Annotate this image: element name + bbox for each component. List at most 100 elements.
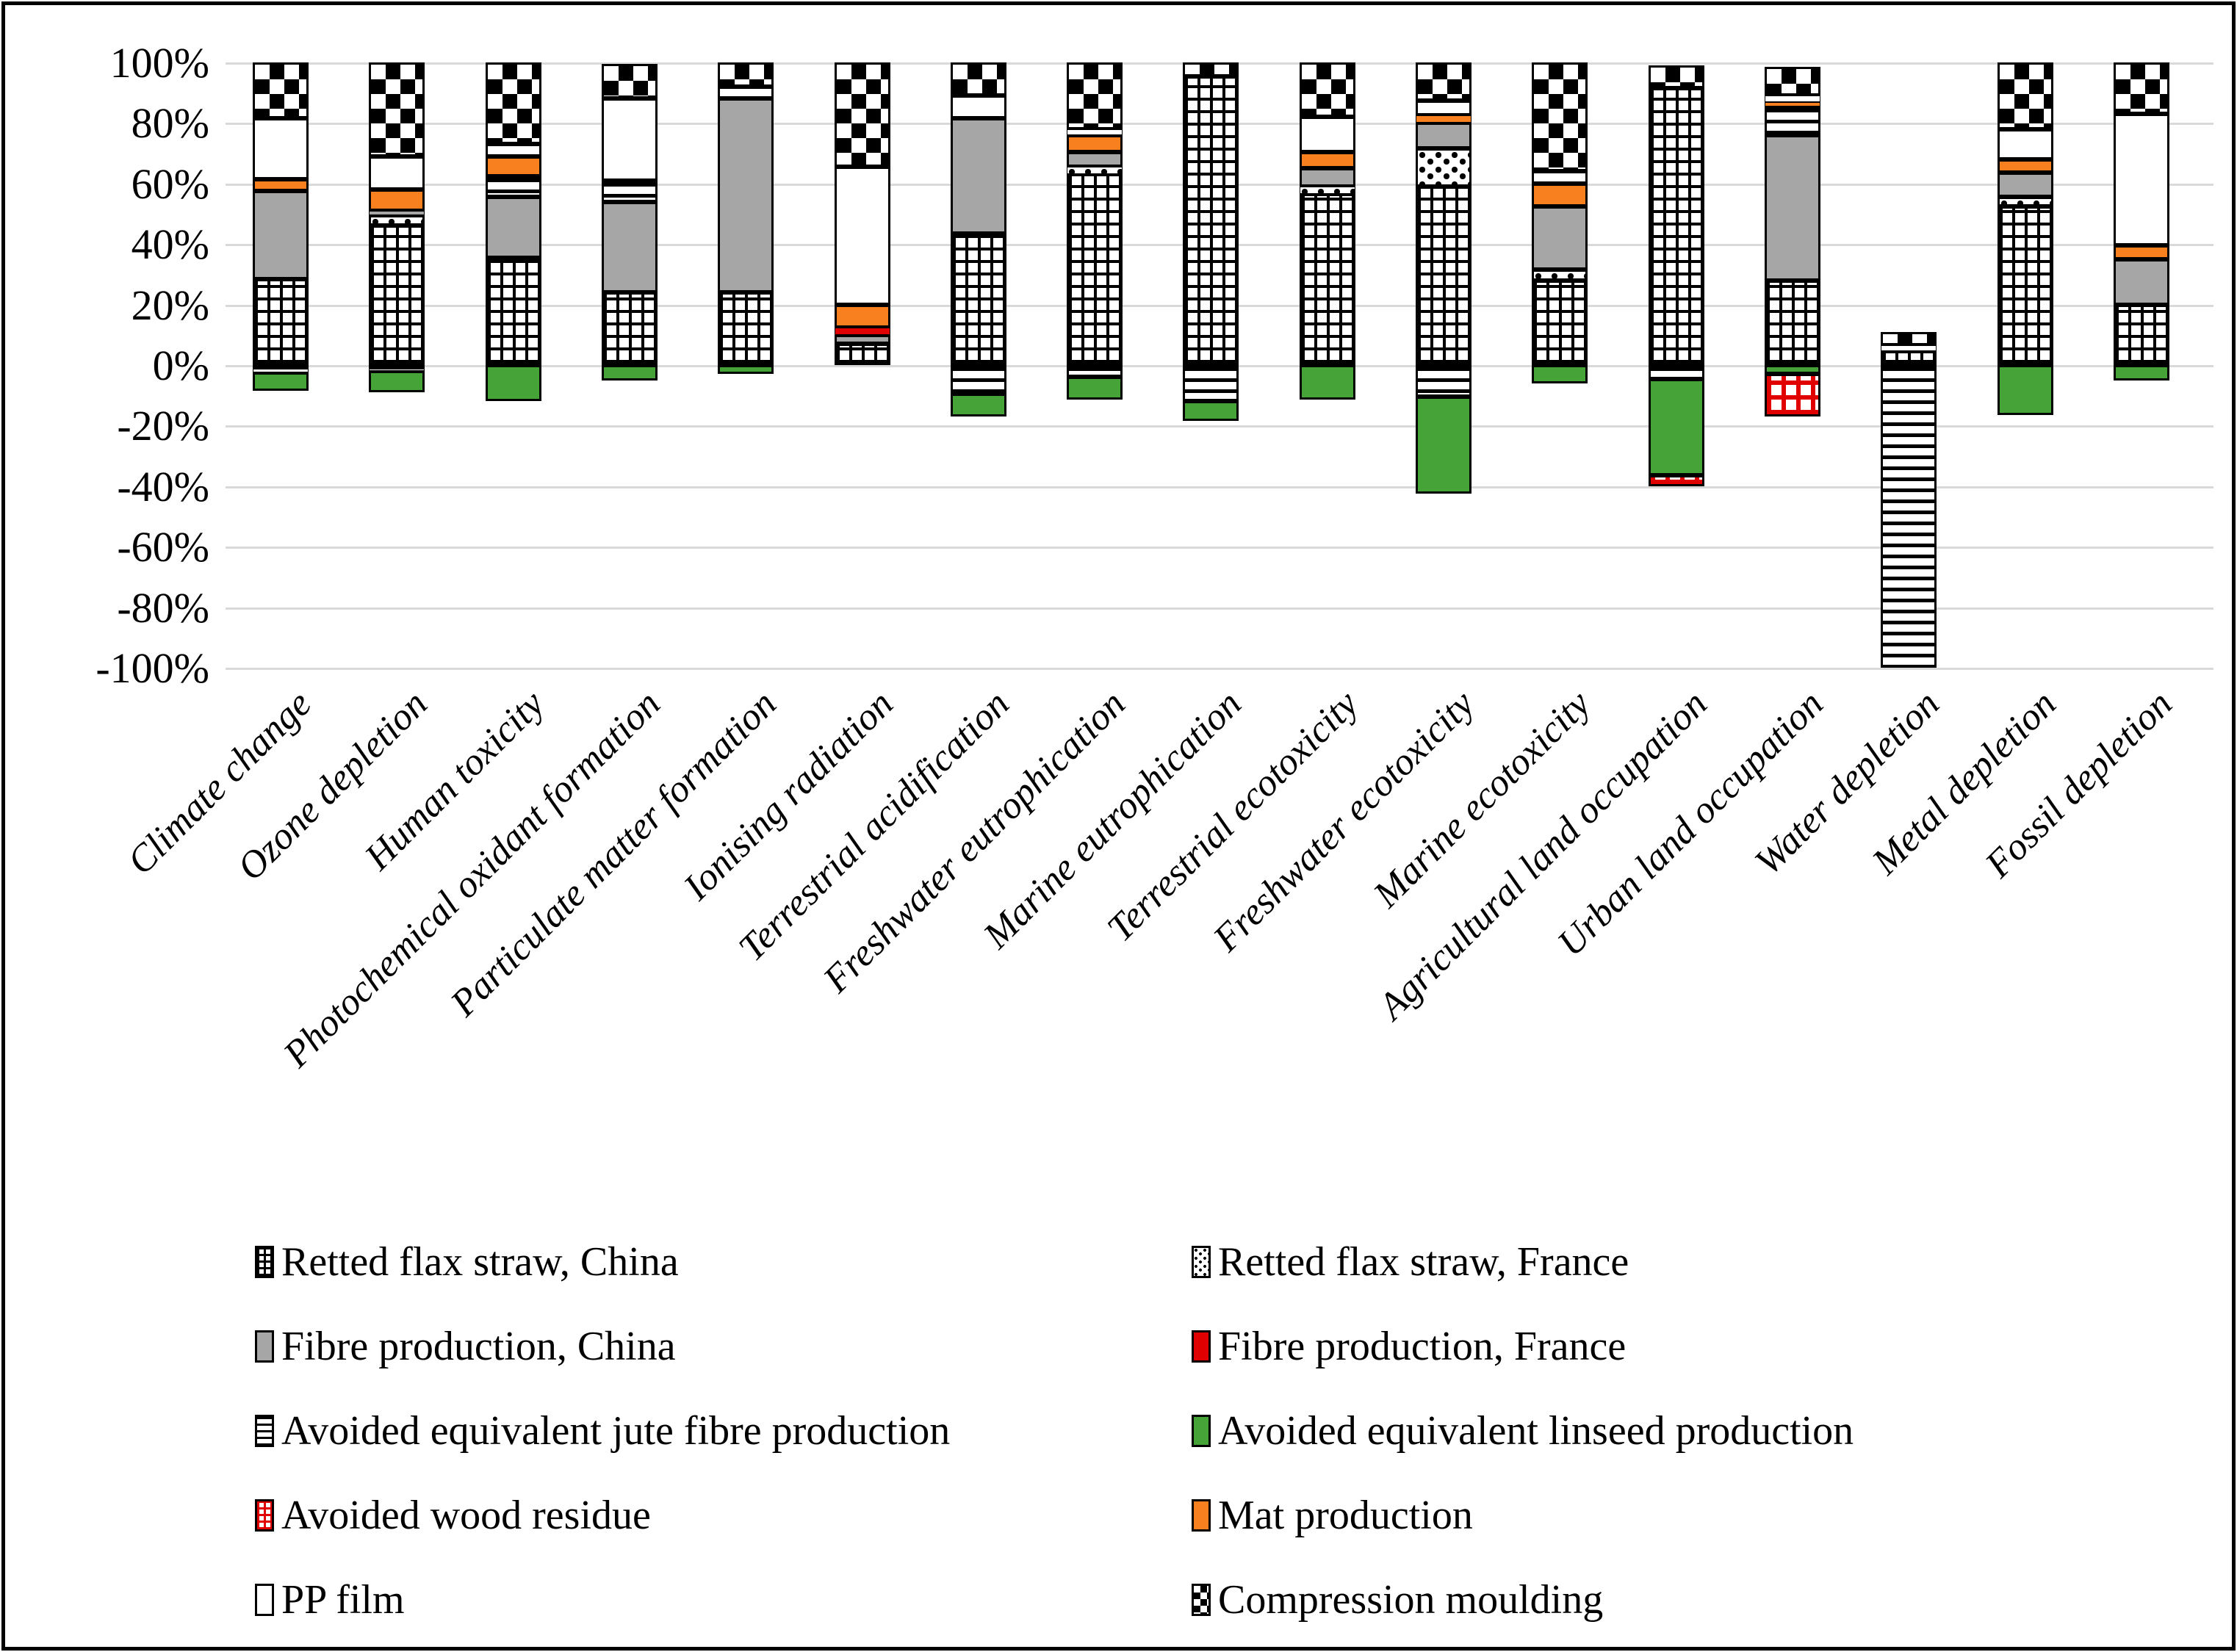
y-tick-label: -20% [117,402,209,450]
legend-swatch-avoided-wood-residue [255,1499,274,1532]
segment-mat-production [369,190,425,211]
segment-retted-flax-straw-france [1300,187,1355,194]
segment-mat-production [1998,159,2053,173]
segment-avoided-equivalent-jute-fibre-production [1881,365,1937,668]
segment-avoided-equivalent-linseed-production [369,371,425,392]
segment-fibre-production-france [835,328,890,335]
segment-fibre-production-china [835,335,890,344]
segment-mat-production [253,179,309,191]
legend-swatch-retted-flax-straw-france [1192,1246,1211,1278]
gridline--100 [226,668,2213,670]
segment-avoided-equivalent-jute-fibre-production [1416,365,1471,397]
segment-avoided-equivalent-linseed-production [1532,365,1588,383]
segment-avoided-equivalent-jute-fibre-production [1183,365,1239,401]
segment-retted-flax-straw-china [1998,206,2053,365]
legend-label: Retted flax straw, France [1218,1239,1629,1285]
gridline--20 [226,425,2213,428]
segment-compression-moulding [1998,62,2053,129]
segment-retted-flax-straw-france [1532,270,1588,281]
segment-compression-moulding [835,62,890,167]
legend-label: Fibre production, China [281,1324,676,1369]
segment-fibre-production-china [1416,123,1471,148]
legend-swatch-compression-moulding [1192,1584,1211,1616]
legend-item-fibre-production-france: Fibre production, France [1192,1325,1626,1368]
segment-pp-film [369,156,425,190]
legend-swatch-retted-flax-straw-china [255,1246,274,1278]
segment-avoided-equivalent-linseed-production [1416,397,1471,494]
segment-pp-film [1416,101,1471,115]
segment-pp-film [718,87,774,98]
segment-avoided-equivalent-jute-fibre-production [1067,365,1123,377]
segment-mat-production [1416,115,1471,123]
segment-compression-moulding [1300,62,1355,117]
segment-mat-production [1532,184,1588,206]
y-tick-label: 20% [131,281,209,329]
legend-label: Fibre production, France [1218,1324,1627,1369]
segment-avoided-equivalent-jute-fibre-production [951,365,1006,394]
segment-retted-flax-straw-china [253,279,309,365]
segment-avoided-equivalent-linseed-production [1067,377,1123,400]
segment-mat-production [2114,245,2169,259]
segment-fibre-production-china [718,98,774,292]
segment-retted-flax-straw-china [835,344,890,365]
y-tick-label: 40% [131,220,209,268]
segment-fibre-production-china [369,211,425,215]
segment-avoided-equivalent-linseed-production [951,394,1006,416]
segment-retted-flax-straw-china [1881,351,1937,365]
legend-swatch-avoided-equivalent-linseed-production [1192,1415,1211,1447]
segment-avoided-equivalent-jute-fibre-production [486,176,541,197]
segment-avoided-equivalent-jute-fibre-production [602,181,658,202]
segment-fibre-production-china [1300,168,1355,187]
legend-label: Retted flax straw, China [281,1239,679,1285]
y-tick-label: -80% [117,584,209,632]
segment-retted-flax-straw-china [718,292,774,365]
segment-compression-moulding [1416,62,1471,101]
segment-pp-film [1300,117,1355,152]
segment-avoided-equivalent-jute-fibre-production [369,365,425,371]
segment-compression-moulding [951,62,1006,95]
segment-pp-film [835,167,890,305]
segment-compression-moulding [1649,65,1704,88]
segment-fibre-production-china [486,197,541,258]
segment-retted-flax-straw-china [1532,281,1588,365]
legend-item-avoided-equivalent-jute-fibre-production: Avoided equivalent jute fibre production [255,1410,950,1452]
segment-compression-moulding [718,62,774,87]
segment-retted-flax-straw-france [369,215,425,226]
gridline--40 [226,486,2213,488]
segment-retted-flax-straw-china [1765,281,1820,365]
segment-pp-film [1765,95,1820,102]
segment-fibre-production-china [602,202,658,292]
segment-mat-production [1765,102,1820,107]
segment-avoided-equivalent-linseed-production [1998,365,2053,415]
segment-retted-flax-straw-china [1183,76,1239,365]
segment-retted-flax-straw-china [1067,174,1123,365]
segment-fibre-production-china [951,118,1006,234]
y-tick-label: 80% [131,99,209,147]
y-tick-label: 100% [109,39,209,87]
segment-avoided-equivalent-linseed-production [1300,365,1355,400]
legend-item-compression-moulding: Compression moulding [1192,1579,1603,1621]
legend-label: Compression moulding [1218,1577,1604,1623]
segment-pp-film [1532,171,1588,184]
segment-retted-flax-straw-china [486,258,541,365]
segment-compression-moulding [253,62,309,118]
segment-compression-moulding [369,62,425,156]
segment-compression-moulding [1067,62,1123,129]
segment-mat-production [486,156,541,176]
segment-compression-moulding [602,64,658,98]
segment-avoided-wood-residue [1649,475,1704,486]
legend-label: PP film [281,1577,405,1623]
segment-avoided-wood-residue [1765,374,1820,416]
segment-fibre-production-china [1765,135,1820,281]
segment-avoided-equivalent-linseed-production [2114,365,2169,380]
segment-retted-flax-straw-france [1998,197,2053,206]
segment-mat-production [1067,135,1123,152]
legend-item-fibre-production-china: Fibre production, China [255,1325,676,1368]
segment-pp-film [1067,129,1123,135]
segment-fibre-production-china [1998,173,2053,197]
segment-avoided-equivalent-linseed-production [253,372,309,391]
segment-compression-moulding [2114,62,2169,114]
segment-fibre-production-china [2114,259,2169,305]
segment-avoided-equivalent-jute-fibre-production [1649,365,1704,379]
